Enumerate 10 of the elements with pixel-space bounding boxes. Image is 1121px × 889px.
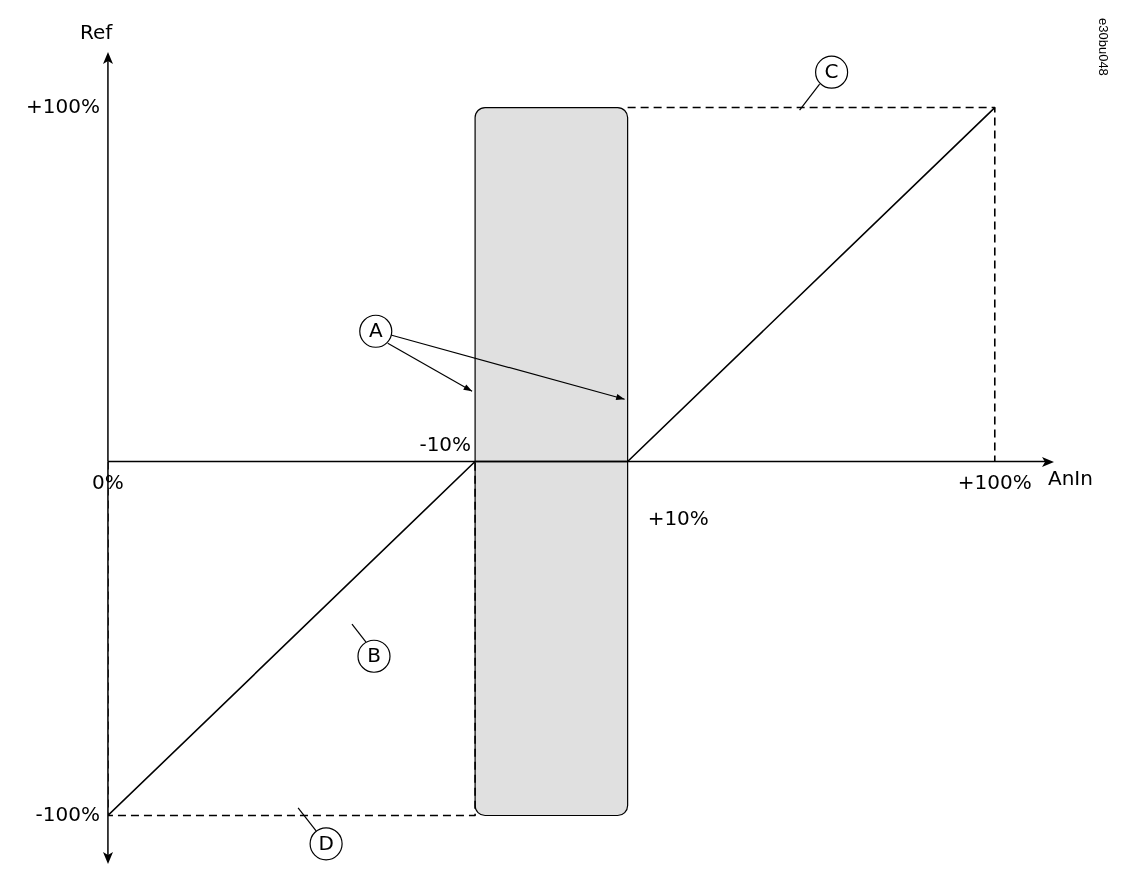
y-axis-title: Ref [79,20,114,45]
annotation: B [367,643,381,668]
annotation: +10% [647,505,709,530]
y-tick-label: -100% [35,801,100,826]
annotation: A [368,318,383,343]
x-axis-title: AnIn [1048,465,1093,490]
annotation: -10% [419,431,472,456]
text: e30bu048 [1095,18,1111,76]
annotation: D [318,831,334,856]
annotation: C [824,59,839,84]
